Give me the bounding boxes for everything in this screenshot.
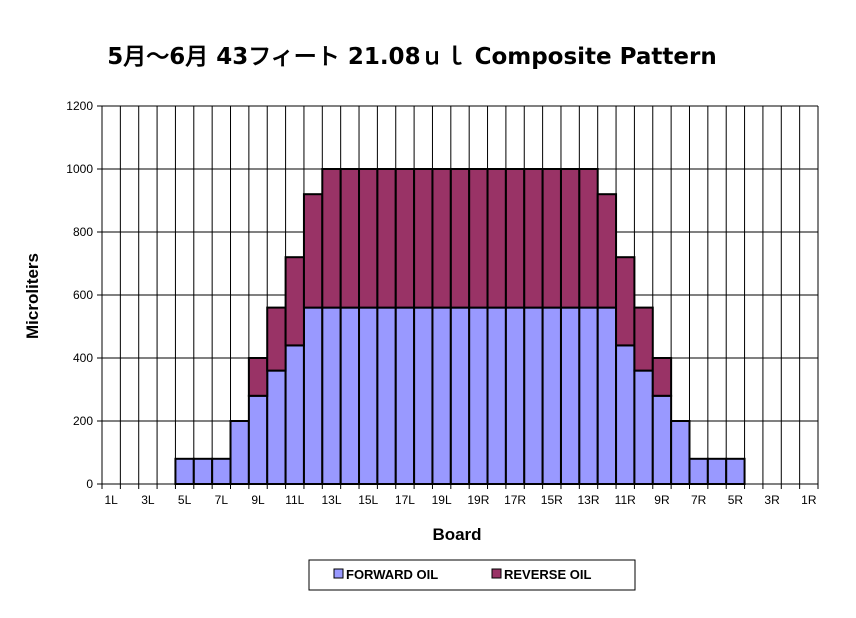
legend-swatch-reverse-oil: [491, 568, 502, 579]
x-tick-label: 11R: [615, 493, 636, 507]
bar-reverse-oil-18R: [486, 168, 507, 309]
bar-forward-oil-17L: [394, 306, 416, 485]
bar-reverse-oil-14R: [559, 168, 581, 309]
legend-swatch-forward-oil: [333, 568, 344, 579]
x-tick-label: 15R: [541, 493, 563, 507]
bar-forward-oil-8R: [670, 420, 691, 485]
bar-forward-oil-19R: [468, 306, 489, 485]
bar-reverse-oil-16R: [523, 168, 544, 309]
bar-reverse-oil-9L: [247, 357, 269, 397]
x-tick-label: 1L: [104, 493, 118, 507]
bar-forward-oil-18R: [486, 306, 507, 485]
x-tick-label: 13R: [578, 493, 600, 507]
x-tick-label: 3L: [141, 493, 155, 507]
bar-forward-oil-15L: [358, 306, 379, 485]
x-tick-label: 5L: [178, 493, 192, 507]
x-tick-label: 15L: [358, 493, 378, 507]
bar-reverse-oil-19L: [431, 168, 452, 309]
bar-reverse-oil-11R: [615, 256, 636, 347]
bar-forward-oil-12R: [596, 306, 618, 485]
bar-forward-oil-12L: [302, 306, 324, 485]
bar-forward-oil-16L: [376, 306, 397, 485]
bar-forward-oil-5L: [174, 457, 195, 485]
x-tick-label: 7R: [691, 493, 707, 507]
x-tick-label: 9R: [654, 493, 670, 507]
bar-reverse-oil-12R: [596, 193, 618, 309]
bar-forward-oil-11R: [615, 344, 636, 485]
x-tick-label: 1R: [801, 493, 817, 507]
x-tick-label: 19L: [432, 493, 452, 507]
bar-forward-oil-13R: [578, 306, 599, 485]
bar-reverse-oil-13R: [578, 168, 599, 309]
y-tick-label: 800: [73, 225, 93, 239]
y-axis-label: Microliters: [23, 253, 42, 339]
legend-label-forward-oil: FORWARD OIL: [346, 567, 438, 582]
bar-forward-oil-6L: [192, 457, 214, 485]
bar-forward-oil-13L: [321, 306, 342, 485]
legend-box: [308, 559, 636, 591]
bar-reverse-oil-15R: [541, 168, 562, 309]
y-tick-label: 400: [73, 351, 93, 365]
bar-forward-oil-18L: [413, 306, 434, 485]
axes: 0 200 400 600 800 1000 1200 1L 3L 5L 7L 9L 11L 13L 15L…: [66, 99, 819, 507]
x-axis-label: Board: [432, 525, 481, 544]
x-tick-label: 19R: [467, 493, 489, 507]
bar-forward-oil-10L: [266, 369, 287, 486]
bar-forward-oil-15R: [541, 306, 562, 485]
bar-reverse-oil-14L: [339, 168, 361, 309]
y-tick-label: 1200: [66, 99, 93, 113]
x-tick-label: 7L: [215, 493, 229, 507]
x-tick-label: 17L: [395, 493, 415, 507]
bar-reverse-oil-12L: [302, 193, 324, 309]
bar-forward-oil-17R: [504, 306, 526, 485]
bar-forward-oil-14R: [559, 306, 581, 485]
y-tick-label: 200: [73, 414, 93, 428]
legend-label-reverse-oil: REVERSE OIL: [504, 567, 591, 582]
x-tick-label: 17R: [504, 493, 526, 507]
bars: [174, 168, 746, 486]
bar-reverse-oil-17L: [394, 168, 416, 309]
bar-forward-oil-10R: [633, 369, 654, 486]
bar-reverse-oil-10R: [633, 306, 654, 372]
x-tick-label: 3R: [764, 493, 780, 507]
bar-forward-oil-5R: [725, 457, 746, 485]
bar-reverse-oil-18L: [413, 168, 434, 309]
x-tick-label: 5R: [728, 493, 744, 507]
bar-forward-oil-7R: [688, 457, 709, 485]
bar-reverse-oil-13L: [321, 168, 342, 309]
bar-reverse-oil-10L: [266, 306, 287, 372]
y-tick-label: 1000: [66, 162, 93, 176]
bar-forward-oil-20L: [449, 306, 471, 485]
bar-forward-oil-9R: [651, 394, 673, 485]
bar-forward-oil-16R: [523, 306, 544, 485]
chart-title: 5月～6月 43フィート 21.08ｕｌ Composite Pattern: [107, 44, 716, 70]
legend: FORWARD OIL REVERSE OIL: [308, 559, 636, 591]
bar-reverse-oil-19R: [468, 168, 489, 309]
x-tick-label: 13L: [321, 493, 341, 507]
bar-forward-oil-19L: [431, 306, 452, 485]
bar-reverse-oil-15L: [358, 168, 379, 309]
bar-forward-oil-8L: [229, 420, 250, 485]
bar-reverse-oil-20L: [449, 168, 471, 309]
bar-reverse-oil-17R: [504, 168, 526, 309]
bar-forward-oil-6R: [706, 457, 728, 485]
y-tick-label: 600: [73, 288, 93, 302]
bar-forward-oil-9L: [247, 394, 269, 485]
bar-reverse-oil-16L: [376, 168, 397, 309]
bar-forward-oil-11L: [284, 344, 305, 485]
x-tick-label: 9L: [251, 493, 265, 507]
y-tick-label: 0: [86, 477, 93, 491]
bar-reverse-oil-9R: [651, 357, 673, 397]
bar-forward-oil-7L: [211, 457, 232, 485]
x-tick-label: 11L: [285, 493, 304, 507]
bar-reverse-oil-11L: [284, 256, 305, 347]
bar-forward-oil-14L: [339, 306, 361, 485]
